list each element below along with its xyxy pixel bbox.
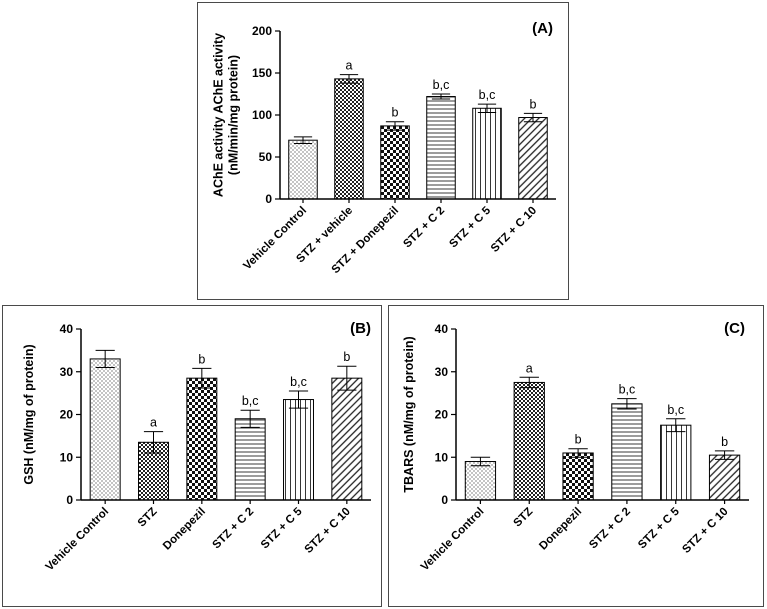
panel-label: (C) bbox=[724, 320, 745, 337]
x-tick-label: STZ bbox=[136, 506, 160, 530]
significance-label: a bbox=[346, 59, 353, 73]
x-tick-label: Vehicle Control bbox=[419, 506, 487, 574]
x-tick-label: STZ + C 5 bbox=[447, 204, 493, 250]
bar bbox=[331, 377, 363, 501]
y-tick-label: 200 bbox=[252, 24, 272, 38]
bar bbox=[234, 418, 266, 501]
significance-label: b,c bbox=[667, 403, 684, 417]
bar bbox=[472, 107, 502, 200]
bar bbox=[513, 381, 545, 501]
significance-label: b bbox=[721, 435, 728, 449]
significance-label: b bbox=[392, 106, 399, 120]
significance-label: b,c bbox=[242, 394, 259, 408]
bar bbox=[426, 96, 456, 200]
significance-label: a bbox=[526, 361, 533, 375]
y-tick-label: 0 bbox=[441, 493, 448, 507]
bar bbox=[562, 452, 594, 501]
bar bbox=[660, 424, 692, 501]
bar bbox=[283, 399, 314, 501]
y-tick-label: 30 bbox=[60, 365, 74, 379]
x-tick-label: Vehicle Control bbox=[44, 506, 112, 574]
significance-label: b,c bbox=[290, 375, 307, 389]
bar bbox=[89, 358, 121, 501]
x-tick-label: STZ + C 5 bbox=[259, 505, 305, 551]
bar bbox=[611, 403, 643, 501]
panel-label: (A) bbox=[532, 20, 553, 37]
bar bbox=[334, 78, 364, 200]
chart-panel-b: (B) Vehicle Control a STZ b Donepezil b,c STZ +… bbox=[2, 305, 382, 607]
y-tick-label: 100 bbox=[252, 108, 272, 122]
x-tick-label: STZ bbox=[512, 506, 536, 530]
y-tick-label: 150 bbox=[252, 66, 272, 80]
x-tick-label: STZ + C 2 bbox=[211, 506, 257, 552]
significance-label: b bbox=[575, 433, 582, 447]
bar bbox=[380, 125, 410, 200]
bar bbox=[708, 454, 741, 501]
y-tick-label: 40 bbox=[60, 322, 74, 336]
panel-label: (B) bbox=[350, 320, 371, 337]
y-tick-label: 10 bbox=[435, 450, 449, 464]
x-tick-label: STZ + C 5 bbox=[636, 505, 682, 551]
y-axis-label: (nM/min/mg protein) bbox=[227, 55, 241, 175]
bar bbox=[186, 377, 218, 501]
y-tick-label: 20 bbox=[435, 408, 449, 422]
y-tick-label: 20 bbox=[60, 408, 74, 422]
x-tick-label: STZ + C 2 bbox=[587, 506, 633, 552]
chart-panel-a: (A) Vehicle Control a STZ + vehicle b STZ + D… bbox=[197, 2, 569, 300]
significance-label: a bbox=[150, 416, 157, 430]
chart-panel-c: (C) Vehicle Control a STZ b Donepezil b,c STZ +… bbox=[388, 305, 764, 607]
significance-label: b,c bbox=[433, 78, 450, 92]
y-tick-label: 40 bbox=[435, 322, 449, 336]
significance-label: b bbox=[343, 350, 350, 364]
x-tick-label: STZ + C 10 bbox=[489, 205, 539, 255]
significance-label: b,c bbox=[479, 88, 496, 102]
x-tick-label: Donepezil bbox=[537, 506, 584, 553]
x-tick-label: STZ + C 2 bbox=[401, 205, 447, 251]
x-tick-label: STZ + C 10 bbox=[303, 506, 353, 556]
x-tick-label: Donepezil bbox=[161, 506, 208, 553]
chart-b-svg: (B) Vehicle Control a STZ b Donepezil b,c STZ +… bbox=[22, 320, 371, 574]
y-tick-label: 50 bbox=[259, 150, 273, 164]
bar bbox=[464, 461, 497, 501]
chart-c-svg: (C) Vehicle Control a STZ b Donepezil b,c STZ +… bbox=[402, 320, 749, 574]
x-tick-label: STZ + C 10 bbox=[680, 506, 730, 556]
y-tick-label: 0 bbox=[265, 192, 272, 206]
significance-label: b,c bbox=[619, 383, 636, 397]
y-tick-label: 30 bbox=[435, 365, 449, 379]
y-axis-label: GSH (nM/mg of protein) bbox=[22, 344, 36, 484]
y-tick-label: 10 bbox=[60, 450, 74, 464]
bar bbox=[518, 117, 548, 200]
y-axis-label: AChE activity AChE activity bbox=[212, 33, 226, 197]
significance-label: b bbox=[530, 97, 537, 111]
y-axis-label: TBARS (nM/mg of protein) bbox=[402, 336, 416, 492]
y-tick-label: 0 bbox=[66, 493, 73, 507]
bar bbox=[288, 139, 318, 200]
significance-label: b bbox=[198, 352, 205, 366]
